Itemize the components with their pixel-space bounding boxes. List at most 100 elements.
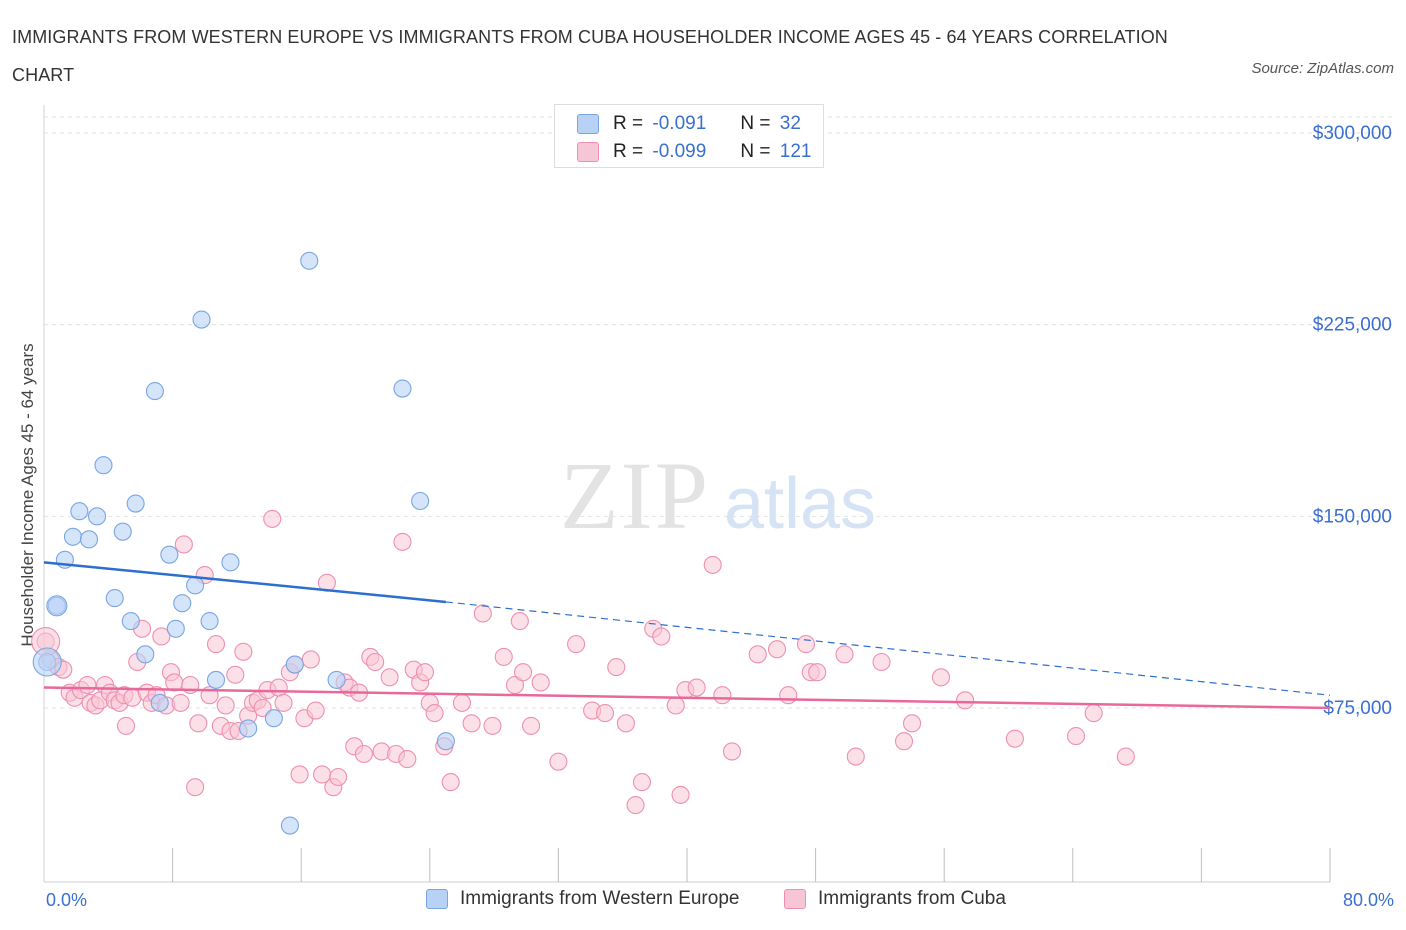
point-western-europe (46, 595, 68, 617)
point-cuba (522, 716, 541, 735)
point-cuba (189, 714, 208, 733)
legend-item-cuba: Immigrants from Cuba (784, 888, 1006, 910)
point-cuba (329, 767, 348, 787)
point-western-europe (200, 612, 219, 631)
point-cuba (366, 652, 385, 672)
point-cuba (1084, 704, 1103, 723)
trend-line-western-europe-extension (445, 601, 1331, 696)
point-cuba (1066, 727, 1086, 746)
point-cuba (174, 535, 193, 554)
point-western-europe (94, 456, 113, 475)
point-cuba (796, 635, 816, 654)
point-western-europe (70, 502, 89, 521)
stats-legend: R = -0.091 N = 32 R = -0.099 N = 121 (554, 104, 824, 168)
point-cuba (626, 796, 645, 815)
point-cuba (671, 785, 690, 804)
y-tick-labels: $75,000 $150,000 $225,000 $300,000 (1313, 123, 1392, 719)
legend-item-western-europe: Immigrants from Western Europe (426, 888, 739, 910)
point-cuba (186, 778, 205, 797)
x-tick-min: 0.0% (46, 890, 88, 910)
axes (43, 105, 1331, 883)
point-cuba (425, 704, 444, 723)
point-cuba (505, 675, 525, 695)
point-cuba (452, 693, 472, 712)
point-western-europe (32, 647, 62, 677)
point-cuba (253, 698, 272, 718)
legend-swatch-pink (784, 889, 806, 909)
point-cuba (835, 645, 854, 664)
point-cuba (616, 714, 635, 733)
point-cuba (1116, 747, 1135, 766)
point-cuba (902, 714, 922, 733)
point-cuba (393, 532, 412, 551)
point-cuba (607, 658, 626, 677)
series-western-europe-points (32, 251, 455, 835)
r-label: R = (613, 113, 644, 134)
point-cuba (549, 752, 568, 771)
source-credit: Source: ZipAtlas.com (1251, 60, 1394, 77)
point-western-europe (436, 732, 455, 751)
point-western-europe (166, 619, 185, 638)
point-western-europe (150, 693, 169, 712)
point-cuba (808, 663, 827, 682)
point-cuba (462, 714, 481, 733)
point-cuba (767, 640, 787, 659)
point-western-europe (87, 507, 107, 526)
point-western-europe (121, 612, 140, 631)
point-cuba (354, 744, 373, 764)
point-cuba (687, 678, 706, 697)
point-western-europe (411, 491, 430, 511)
n-value: 121 (779, 141, 812, 162)
point-cuba (567, 635, 586, 654)
y-tick-label: $150,000 (1313, 506, 1392, 527)
point-cuba (513, 663, 533, 682)
series-legend: Immigrants from Western Europe Immigrant… (0, 888, 1406, 916)
point-western-europe (264, 709, 283, 728)
point-western-europe (280, 816, 299, 835)
point-cuba (441, 773, 460, 792)
watermark-zip: ZIP (560, 442, 710, 549)
watermark-atlas: atlas (724, 464, 876, 544)
point-cuba (380, 668, 399, 687)
trend-lines (43, 561, 1331, 710)
point-western-europe (221, 553, 240, 572)
r-value: -0.091 (652, 113, 707, 134)
point-cuba (116, 716, 136, 735)
point-western-europe (285, 655, 304, 674)
r-label: R = (613, 141, 644, 162)
series-cuba-points (31, 509, 1135, 815)
trend-line-cuba (43, 686, 1331, 710)
point-cuba (666, 696, 685, 715)
y-tick-label: $300,000 (1313, 123, 1392, 144)
chart-title: IMMIGRANTS FROM WESTERN EUROPE VS IMMIGR… (12, 27, 1168, 85)
n-label: N = (740, 141, 771, 162)
point-cuba (398, 750, 417, 769)
point-western-europe (160, 545, 179, 564)
point-cuba (274, 693, 293, 712)
legend-swatch-pink (577, 142, 599, 162)
point-cuba (931, 668, 951, 687)
point-cuba (531, 673, 550, 692)
point-cuba (216, 696, 235, 715)
point-western-europe (300, 251, 319, 270)
legend-row-cuba: R = -0.099 N = 121 (577, 139, 811, 165)
point-western-europe (105, 589, 124, 608)
point-western-europe (206, 670, 226, 689)
point-cuba (779, 686, 798, 705)
point-cuba (632, 773, 652, 792)
r-value: -0.099 (652, 141, 707, 162)
grid-lines (44, 116, 1392, 709)
point-cuba (171, 693, 190, 712)
point-western-europe (186, 576, 205, 595)
legend-label: Immigrants from Western Europe (460, 888, 740, 909)
y-tick-label: $225,000 (1313, 315, 1392, 336)
point-western-europe (145, 382, 164, 401)
point-cuba (722, 742, 742, 761)
point-cuba (483, 716, 502, 735)
point-cuba (846, 747, 865, 766)
point-cuba (510, 612, 529, 631)
point-cuba (263, 509, 282, 528)
n-label: N = (740, 113, 771, 134)
point-western-europe (192, 310, 211, 329)
